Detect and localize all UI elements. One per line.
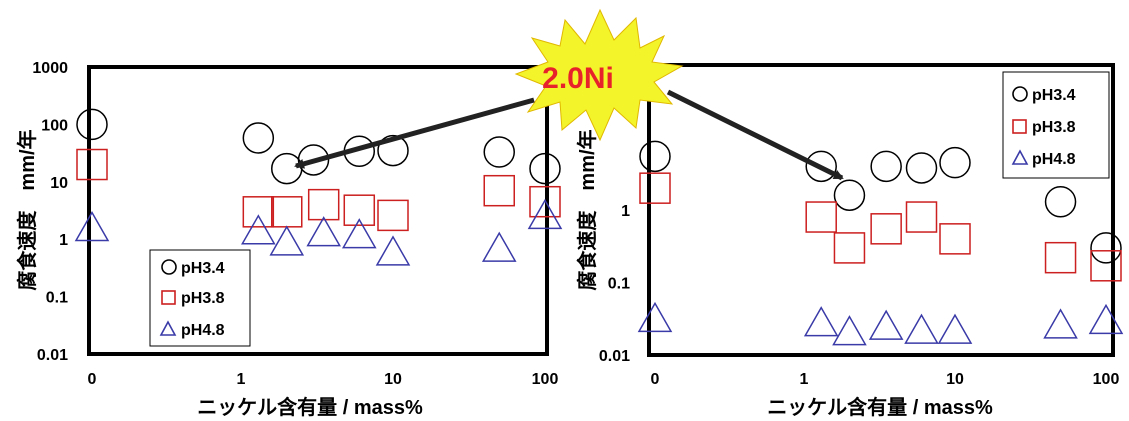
legend-label-ph38-right: pH3.8: [1032, 119, 1076, 136]
legend-triangle-icon: [1011, 149, 1029, 165]
y-tick-label: 0.1: [608, 276, 630, 293]
chart-right: 1 0.1 0.01 0 1 10 100 腐食速度 mm/年 ニッケル含有量 / mas…: [575, 63, 1124, 419]
y-tick-label: 0.01: [599, 348, 630, 365]
legend-label-ph48-right: pH4.8: [1032, 151, 1076, 168]
data-point-ph38-right: [805, 201, 837, 233]
legend-circle-icon: [161, 259, 177, 275]
data-point-ph38-right: [1090, 250, 1122, 282]
data-point-ph38-left: [529, 185, 561, 218]
data-point-ph38-right: [833, 232, 866, 264]
data-point-ph48-right: [803, 306, 839, 337]
data-point-ph34-right: [1044, 185, 1077, 218]
y-tick-labels-left: 1000 100 10 1 0.1 0.01: [32, 60, 68, 364]
data-point-ph38-left: [242, 196, 275, 228]
data-point-ph34-left: [377, 134, 409, 167]
data-point-ph38-right: [905, 201, 938, 233]
arrow-to-right-chart: [666, 89, 844, 181]
y-tick-label: 1: [621, 203, 630, 220]
y-tick-label: 0.1: [46, 290, 68, 307]
x-tick-label: 10: [946, 371, 964, 388]
data-point-ph38-left: [343, 194, 376, 226]
data-point-ph34-left: [483, 136, 515, 168]
data-point-ph34-right: [1090, 232, 1122, 264]
x-tick-labels-left: 0 1 10 100: [88, 371, 559, 388]
data-point-ph34-left: [242, 122, 275, 154]
data-point-ph48-left: [241, 214, 276, 245]
data-point-ph34-right: [639, 140, 671, 173]
data-point-ph38-right: [1044, 241, 1077, 274]
data-point-ph38-left: [483, 174, 515, 207]
data-point-ph48-left: [527, 198, 563, 230]
data-point-ph48-right: [904, 313, 939, 344]
x-tick-label: 10: [384, 371, 402, 388]
data-point-ph34-left: [529, 152, 561, 185]
y-axis-label-left: 腐食速度 mm/年: [15, 129, 39, 290]
x-tick-label: 100: [1093, 371, 1120, 388]
data-point-ph34-right: [939, 146, 971, 179]
data-marks-left: [74, 108, 563, 266]
x-tick-label: 1: [800, 371, 809, 388]
data-point-ph34-right: [870, 150, 902, 183]
legend-right: pH3.4 pH3.8 pH4.8: [1002, 71, 1110, 179]
x-tick-label: 0: [651, 371, 660, 388]
x-axis-label-left: ニッケル含有量 / mass%: [197, 395, 423, 419]
data-point-ph38-left: [377, 199, 409, 232]
x-axis-label-right: ニッケル含有量 / mass%: [767, 395, 993, 419]
data-point-ph48-left: [481, 231, 517, 262]
data-point-ph48-right: [1043, 308, 1078, 339]
y-tick-label: 10: [50, 175, 68, 192]
legend-square-icon: [161, 290, 176, 305]
y-axis-label-right: 腐食速度 mm/年: [575, 129, 599, 290]
data-point-ph48-left: [269, 225, 305, 256]
arrow-to-left-chart: [294, 97, 535, 169]
data-point-ph48-left: [74, 210, 110, 242]
data-point-ph34-right: [805, 150, 837, 183]
data-point-ph38-right: [939, 223, 971, 255]
data-point-ph48-right: [868, 309, 904, 340]
data-marks-right: [637, 140, 1124, 346]
data-point-ph38-left: [307, 188, 340, 221]
x-tick-labels-right: 0 1 10 100: [651, 371, 1120, 388]
legend-box-right: [1002, 71, 1110, 179]
y-tick-label: 1: [59, 232, 68, 249]
y-tick-labels-right: 1 0.1 0.01: [599, 203, 630, 365]
data-point-ph48-left: [375, 235, 411, 266]
legend-triangle-icon: [159, 320, 177, 336]
x-tick-label: 100: [532, 371, 559, 388]
data-point-ph48-right: [832, 315, 867, 346]
legend-box-left: [149, 249, 251, 347]
starburst-shape: [514, 8, 684, 142]
data-point-ph38-right: [870, 213, 902, 245]
x-tick-label: 0: [88, 371, 97, 388]
legend-label-ph38-left: pH3.8: [181, 290, 225, 307]
y-tick-label: 0.01: [37, 347, 68, 364]
data-point-ph48-right: [637, 301, 673, 333]
data-point-ph34-right: [905, 152, 938, 184]
data-point-ph48-right: [937, 313, 973, 344]
legend-label-ph34-left: pH3.4: [181, 260, 225, 277]
legend-square-icon: [1012, 119, 1027, 134]
data-point-ph48-left: [306, 216, 341, 247]
callout-label: 2.0Ni: [542, 62, 614, 95]
y-tick-label: 100: [41, 117, 68, 134]
data-point-ph48-right: [1088, 303, 1124, 335]
data-point-ph34-right: [833, 179, 866, 211]
legend-label-ph34-right: pH3.4: [1032, 87, 1076, 104]
y-tick-label: 1000: [32, 60, 68, 77]
x-tick-label: 1: [237, 371, 246, 388]
legend-left: pH3.4 pH3.8 pH4.8: [149, 249, 251, 347]
legend-circle-icon: [1012, 86, 1028, 102]
data-point-ph34-left: [76, 108, 108, 141]
legend-label-ph48-left: pH4.8: [181, 322, 225, 339]
data-point-ph38-left: [76, 148, 108, 181]
callout-2-0ni: 2.0Ni: [294, 8, 844, 181]
data-point-ph48-left: [341, 218, 377, 249]
chart-left: 1000 100 10 1 0.1 0.01 0 1 10 100 腐食速度 mm/年 ニッケル…: [15, 60, 563, 419]
data-point-ph38-right: [639, 172, 671, 204]
